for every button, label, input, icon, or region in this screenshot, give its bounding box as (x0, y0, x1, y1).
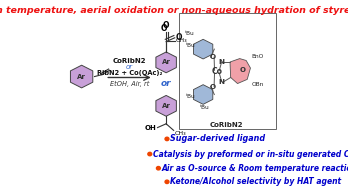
Circle shape (165, 137, 169, 141)
Text: $^t$Bu: $^t$Bu (199, 103, 210, 112)
Text: RibN2 + Co(OAc)₂: RibN2 + Co(OAc)₂ (97, 70, 162, 76)
Circle shape (165, 180, 169, 184)
Text: $^t$Bu: $^t$Bu (184, 29, 195, 39)
Text: CH₃: CH₃ (174, 131, 186, 136)
Polygon shape (193, 85, 213, 104)
Text: CoRibN2: CoRibN2 (210, 122, 244, 128)
Text: OH: OH (145, 125, 157, 131)
Text: BnO: BnO (251, 54, 263, 59)
Text: or: or (161, 79, 172, 88)
Polygon shape (156, 95, 176, 116)
Text: O: O (160, 24, 167, 33)
Text: O: O (175, 33, 182, 42)
Text: N: N (219, 59, 224, 65)
Text: OBn: OBn (251, 82, 263, 87)
Text: O: O (163, 21, 169, 30)
Polygon shape (70, 65, 93, 88)
Polygon shape (230, 59, 251, 84)
Text: Ar: Ar (77, 74, 86, 80)
Polygon shape (193, 39, 213, 59)
Text: CH₃: CH₃ (175, 38, 187, 43)
Text: O: O (240, 67, 246, 73)
Text: Ar: Ar (162, 59, 171, 65)
Text: O: O (209, 84, 215, 90)
Text: Air as O-source & Room temperature reaction: Air as O-source & Room temperature react… (161, 164, 348, 173)
Text: N: N (219, 79, 224, 85)
Text: EtOH, Air, rt: EtOH, Air, rt (110, 81, 149, 87)
Text: or: or (126, 64, 133, 70)
Text: CoRibN2: CoRibN2 (113, 58, 146, 64)
FancyBboxPatch shape (180, 13, 276, 129)
Text: Ketone/Alcohol selectivity by HAT agent: Ketone/Alcohol selectivity by HAT agent (170, 177, 341, 186)
Circle shape (148, 152, 152, 156)
Text: O: O (209, 54, 215, 60)
Text: Ar: Ar (162, 103, 171, 109)
Text: Sugar-derived ligand: Sugar-derived ligand (170, 134, 265, 143)
Text: Co: Co (212, 67, 223, 76)
Text: Catalysis by preformed or in-situ generated CoRibN2: Catalysis by preformed or in-situ genera… (152, 149, 348, 159)
Text: Room temperature, aerial oxidation or non-aqueous hydration of styrenes: Room temperature, aerial oxidation or no… (0, 6, 348, 15)
Circle shape (157, 167, 160, 170)
Text: $^t$Bu: $^t$Bu (185, 92, 196, 101)
Polygon shape (156, 52, 176, 73)
Text: $^t$Bu: $^t$Bu (185, 41, 196, 50)
